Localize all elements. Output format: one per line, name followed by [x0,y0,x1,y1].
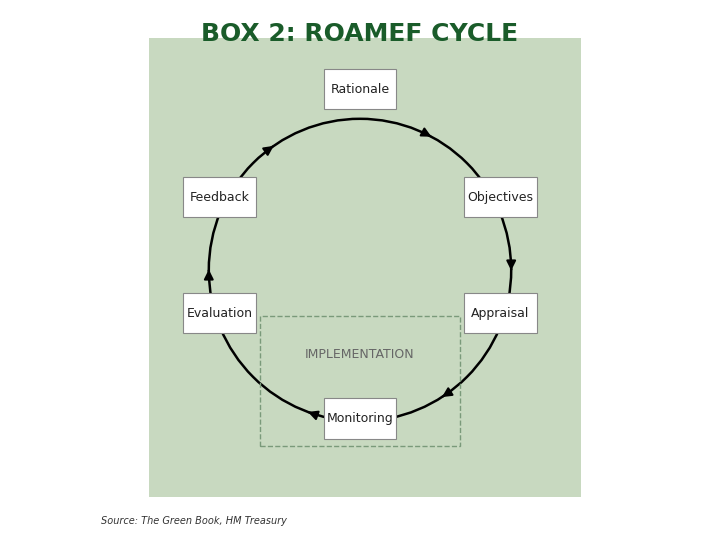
FancyBboxPatch shape [464,177,537,217]
Text: IMPLEMENTATION: IMPLEMENTATION [305,348,415,361]
FancyBboxPatch shape [183,177,256,217]
FancyBboxPatch shape [150,38,582,497]
Text: Source: The Green Book, HM Treasury: Source: The Green Book, HM Treasury [101,516,287,526]
Text: Evaluation: Evaluation [186,307,253,320]
FancyBboxPatch shape [464,293,537,333]
FancyBboxPatch shape [323,69,397,109]
Text: Feedback: Feedback [189,191,250,204]
Text: Appraisal: Appraisal [471,307,530,320]
Text: BOX 2: ROAMEF CYCLE: BOX 2: ROAMEF CYCLE [202,22,518,45]
FancyBboxPatch shape [183,293,256,333]
Text: Monitoring: Monitoring [327,412,393,425]
Text: Rationale: Rationale [330,83,390,96]
FancyBboxPatch shape [323,399,397,438]
Text: Objectives: Objectives [467,191,534,204]
